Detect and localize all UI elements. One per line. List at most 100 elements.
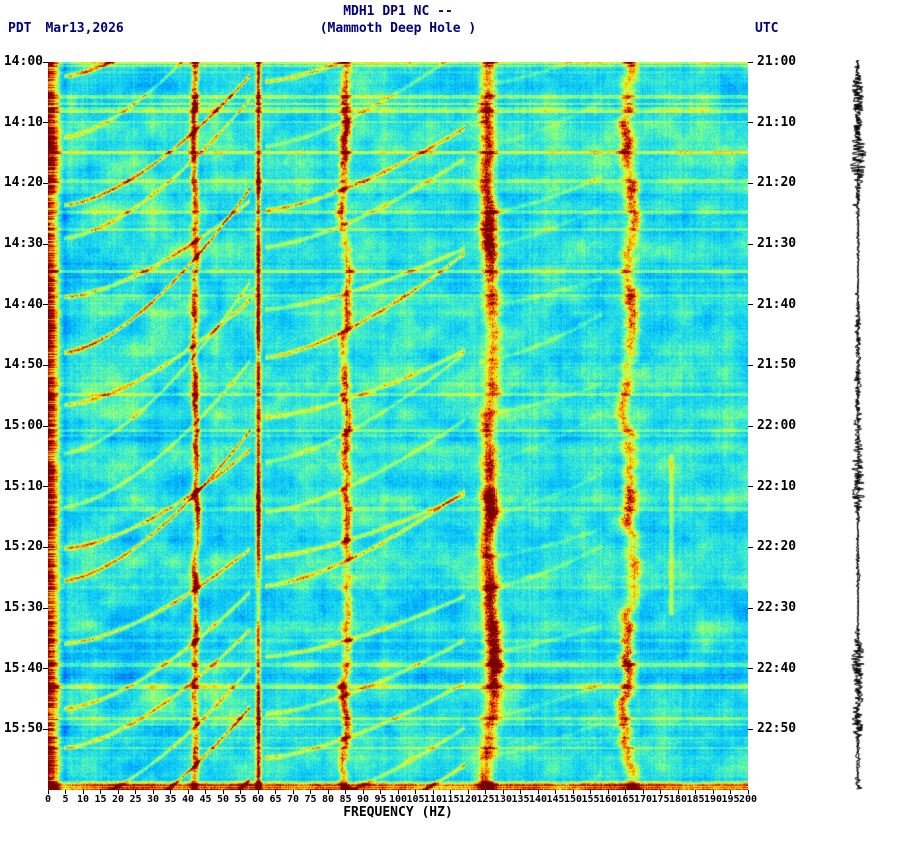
y-tick-mark-left <box>43 486 48 488</box>
x-axis-title: FREQUENCY (HZ) <box>343 805 453 820</box>
page-subtitle: (Mammoth Deep Hole ) <box>319 21 477 36</box>
x-tick-mark <box>310 790 311 794</box>
x-tick-label: 195 <box>721 794 740 805</box>
x-tick-label: 160 <box>598 794 618 805</box>
time-label-right: 22:50 <box>757 721 797 737</box>
x-tick-label: 20 <box>111 794 125 805</box>
x-tick-mark <box>47 790 49 794</box>
y-tick-mark-right <box>748 607 753 609</box>
x-tick-mark <box>450 790 451 794</box>
y-tick-mark-right <box>748 668 753 670</box>
y-tick-mark-left <box>43 546 48 548</box>
time-label-right: 21:40 <box>757 296 797 312</box>
x-tick-label: 140 <box>528 794 548 805</box>
x-tick-label: 125 <box>476 794 495 805</box>
y-tick-mark-left <box>43 607 48 609</box>
x-tick-mark <box>415 790 416 794</box>
time-label-left: 15:30 <box>3 600 43 615</box>
x-tick-label: 165 <box>616 794 635 805</box>
time-label-left: 14:40 <box>3 296 43 312</box>
y-tick-mark-left <box>43 243 48 245</box>
x-tick-mark <box>695 790 696 794</box>
y-tick-mark-left <box>43 364 48 366</box>
x-tick-label: 175 <box>651 794 670 805</box>
x-tick-label: 95 <box>374 794 387 805</box>
x-tick-mark <box>642 790 644 794</box>
y-tick-mark-left <box>43 122 48 124</box>
time-label-left: 14:20 <box>3 175 43 191</box>
time-label-left: 15:10 <box>3 478 43 494</box>
time-label-right: 21:50 <box>757 357 797 373</box>
x-tick-mark <box>625 790 626 794</box>
tz-left-text: PDT <box>8 21 32 36</box>
y-tick-mark-right <box>748 182 753 184</box>
x-tick-label: 65 <box>269 794 282 805</box>
time-label-left: 15:40 <box>3 660 43 676</box>
x-tick-label: 85 <box>339 794 352 805</box>
x-tick-mark <box>292 790 294 794</box>
y-tick-mark-left <box>43 425 48 427</box>
x-tick-mark <box>537 790 539 794</box>
y-tick-mark-right <box>748 364 753 366</box>
x-tick-mark <box>590 790 591 794</box>
x-tick-label: 135 <box>511 794 530 805</box>
x-tick-mark <box>65 790 66 794</box>
x-tick-label: 115 <box>441 794 460 805</box>
x-tick-mark <box>572 790 574 794</box>
time-label-left: 14:30 <box>3 236 43 251</box>
x-tick-label: 80 <box>321 794 335 805</box>
x-tick-mark <box>520 790 521 794</box>
x-tick-label: 180 <box>668 794 688 805</box>
x-tick-label: 155 <box>581 794 600 805</box>
spectrogram-canvas <box>48 62 748 790</box>
x-tick-mark <box>257 790 259 794</box>
x-tick-label: 55 <box>234 794 247 805</box>
x-tick-mark <box>275 790 276 794</box>
x-tick-mark <box>397 790 399 794</box>
time-label-right: 21:20 <box>757 175 797 191</box>
y-tick-mark-right <box>748 728 753 730</box>
time-label-right: 21:00 <box>757 54 797 69</box>
x-tick-label: 60 <box>251 794 265 805</box>
timezone-left-label: PDT Mar13,2026 <box>8 21 124 36</box>
y-tick-mark-right <box>748 486 753 488</box>
x-tick-label: 90 <box>356 794 370 805</box>
timezone-right-label: UTC <box>755 21 779 36</box>
y-tick-mark-left <box>43 61 48 63</box>
x-tick-label: 50 <box>216 794 230 805</box>
date-text: Mar13,2026 <box>45 21 124 36</box>
y-tick-mark-left <box>43 668 48 670</box>
x-tick-label: 130 <box>493 794 513 805</box>
x-tick-label: 10 <box>76 794 90 805</box>
x-tick-label: 25 <box>129 794 142 805</box>
x-tick-label: 120 <box>458 794 478 805</box>
time-label-left: 15:00 <box>3 418 43 433</box>
y-tick-mark-right <box>748 122 753 124</box>
x-tick-label: 70 <box>286 794 300 805</box>
x-tick-mark <box>82 790 84 794</box>
x-tick-label: 75 <box>304 794 317 805</box>
y-tick-mark-left <box>43 182 48 184</box>
time-label-left: 14:00 <box>3 54 43 69</box>
x-tick-mark <box>380 790 381 794</box>
x-tick-label: 15 <box>94 794 107 805</box>
x-tick-label: 35 <box>164 794 177 805</box>
x-tick-mark <box>152 790 154 794</box>
x-tick-mark <box>187 790 189 794</box>
x-tick-mark <box>222 790 224 794</box>
x-tick-mark <box>660 790 661 794</box>
x-tick-mark <box>170 790 171 794</box>
x-tick-label: 185 <box>686 794 705 805</box>
time-label-right: 21:30 <box>757 236 797 251</box>
x-tick-mark <box>117 790 119 794</box>
y-tick-mark-right <box>748 546 753 548</box>
x-tick-label: 145 <box>546 794 565 805</box>
x-tick-mark <box>362 790 364 794</box>
x-tick-mark <box>607 790 609 794</box>
x-tick-mark <box>485 790 486 794</box>
x-tick-mark <box>712 790 714 794</box>
time-label-right: 22:20 <box>757 539 797 555</box>
x-tick-mark <box>327 790 329 794</box>
x-tick-mark <box>502 790 504 794</box>
